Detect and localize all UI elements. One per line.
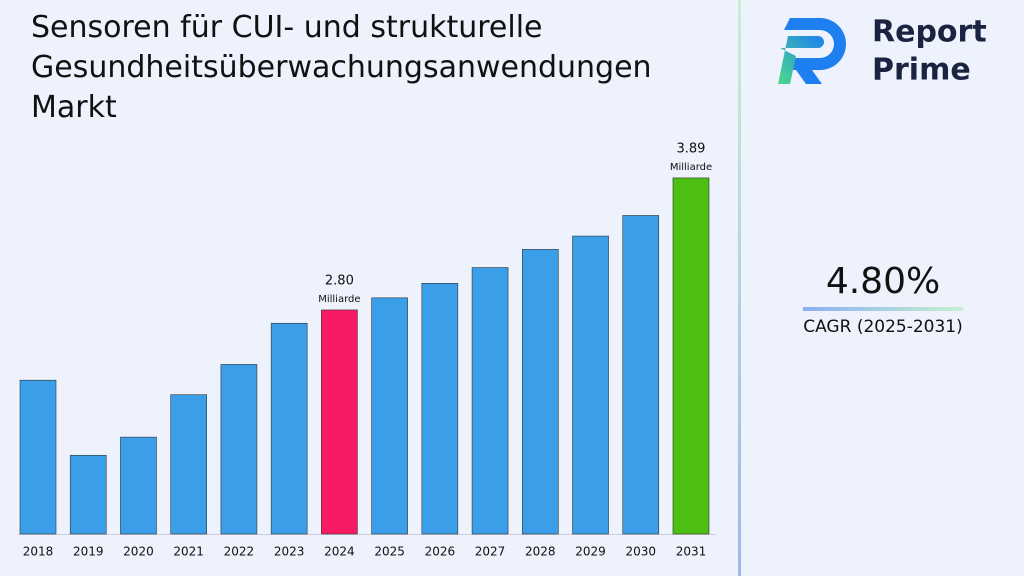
bar	[521, 249, 559, 535]
underline	[803, 307, 963, 311]
x-tick-label: 2027	[475, 545, 506, 559]
divider	[738, 0, 741, 576]
x-tick-label: 2023	[274, 545, 305, 559]
x-tick-label: 2026	[425, 545, 456, 559]
x-tick-label: 2018	[23, 545, 54, 559]
logo	[778, 18, 846, 84]
x-tick-label: 2020	[123, 545, 154, 559]
x-tick-label: 2029	[575, 545, 606, 559]
value-unit: Milliarde	[670, 162, 712, 173]
x-tick-label: 2025	[374, 545, 405, 559]
value-label: 2.80	[325, 273, 354, 288]
x-tick-label: 2024	[324, 545, 355, 559]
x-tick-label: 2031	[676, 545, 707, 559]
x-tick-label: 2030	[625, 545, 656, 559]
x-tick-label: 2022	[224, 545, 255, 559]
x-tick-label: 2021	[173, 545, 204, 559]
bar	[421, 282, 459, 535]
brand-name: Report	[872, 15, 987, 50]
x-tick-label: 2019	[73, 545, 104, 559]
bar	[19, 379, 57, 535]
cagr-label: CAGR (2025-2031)	[803, 317, 963, 337]
bar	[170, 394, 207, 535]
chart-title: Sensoren für CUI- und strukturelle Gesun…	[31, 10, 652, 125]
brand-name: Prime	[872, 53, 971, 88]
bar	[220, 364, 258, 535]
x-tick-label: 2028	[525, 545, 556, 559]
bar	[471, 267, 509, 535]
bar	[672, 177, 710, 535]
cagr-value: 4.80%	[826, 261, 940, 302]
bar	[120, 436, 157, 535]
bar	[69, 454, 107, 535]
bar	[321, 309, 358, 535]
bar	[270, 322, 308, 535]
bar	[622, 215, 660, 535]
bar	[371, 297, 408, 535]
value-unit: Milliarde	[318, 294, 360, 305]
bar	[572, 235, 609, 535]
value-label: 3.89	[677, 141, 706, 156]
